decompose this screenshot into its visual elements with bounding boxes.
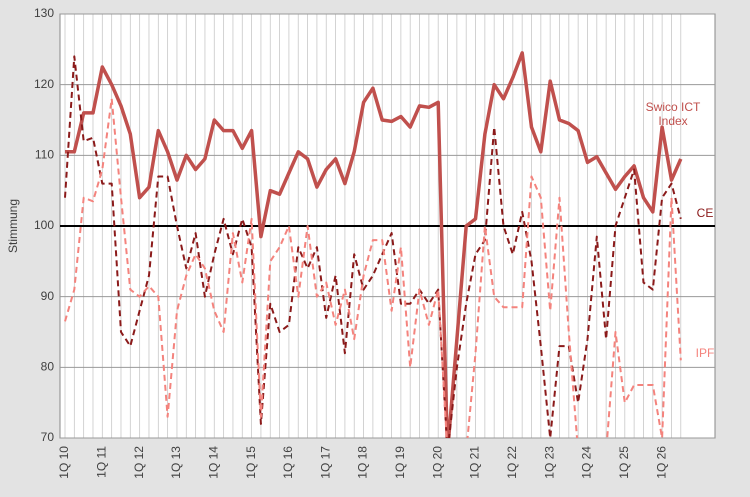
x-tick-label: 1Q 15 [244,446,258,479]
x-tick-label: 1Q 14 [206,446,220,479]
y-tick-label: 130 [34,6,54,20]
series-line [64,55,682,438]
y-tick-label: 80 [41,360,55,374]
x-tick-label: 1Q 26 [654,446,668,479]
x-tick-label: 1Q 25 [617,446,631,479]
series-line [64,97,682,438]
series-line [65,51,683,438]
x-tick-label: 1Q 17 [318,446,332,479]
y-tick-label: 110 [35,148,54,162]
x-tick-label: 1Q 18 [356,446,370,479]
x-tick-label: 1Q 13 [169,446,183,479]
x-tick-label: 1Q 22 [505,446,519,479]
x-tick-label: 1Q 16 [281,446,295,479]
x-tick-label: 1Q 23 [542,446,556,479]
y-tick-label: 100 [34,218,54,232]
x-tick-label: 1Q 19 [393,446,407,479]
series-label: Swico ICT Index [645,100,701,128]
x-tick-label: 1Q 20 [430,446,444,479]
x-tick-label: 1Q 21 [468,446,482,479]
series-label: CE [696,206,714,220]
y-tick-label: 70 [41,430,55,444]
x-tick-label: 1Q 24 [580,446,594,479]
y-tick-label: 120 [34,77,54,91]
x-tick-label: 1Q 11 [94,446,108,478]
y-tick-label: 90 [41,289,55,303]
series-label: IPF [695,346,715,360]
series-group [64,51,683,438]
x-tick-label: 1Q 10 [57,446,71,479]
y-axis-title: Stimmung [6,199,20,253]
x-tick-label: 1Q 12 [132,446,146,479]
